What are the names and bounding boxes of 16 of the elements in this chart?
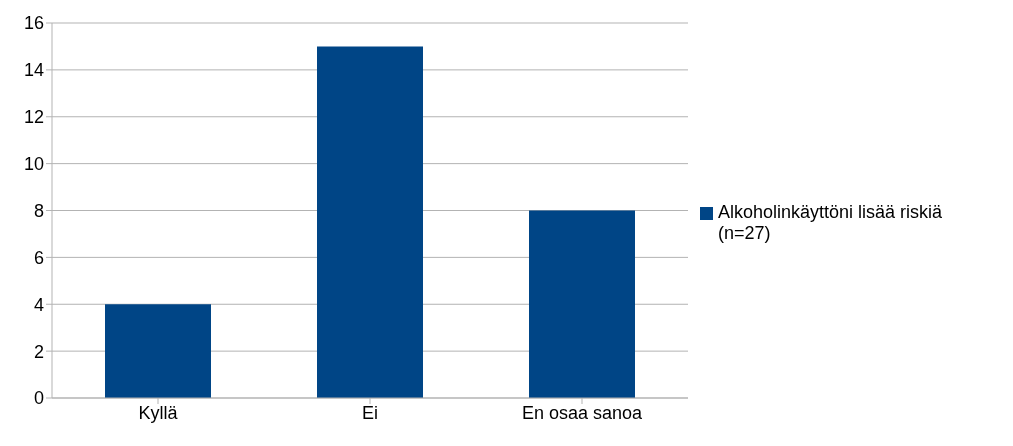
legend-label: Alkoholinkäyttöni lisää riskiä (n=27) (718, 202, 944, 244)
bar (529, 210, 635, 398)
y-tick-label: 6 (33, 247, 44, 268)
y-tick-label: 2 (33, 341, 44, 362)
y-tick-label: 8 (33, 200, 44, 221)
x-tick-label: Kyllä (138, 402, 179, 423)
y-tick-label: 16 (23, 13, 44, 34)
y-tick-label: 4 (33, 294, 44, 315)
x-tick-label: En osaa sanoa (521, 402, 644, 423)
x-tick-label: Ei (361, 402, 379, 423)
bar (105, 304, 211, 398)
y-tick-label: 14 (23, 60, 44, 81)
y-tick-label: 10 (23, 154, 44, 175)
y-tick-label: 0 (33, 388, 44, 409)
y-tick-label: 12 (23, 107, 44, 128)
bar (317, 46, 423, 398)
